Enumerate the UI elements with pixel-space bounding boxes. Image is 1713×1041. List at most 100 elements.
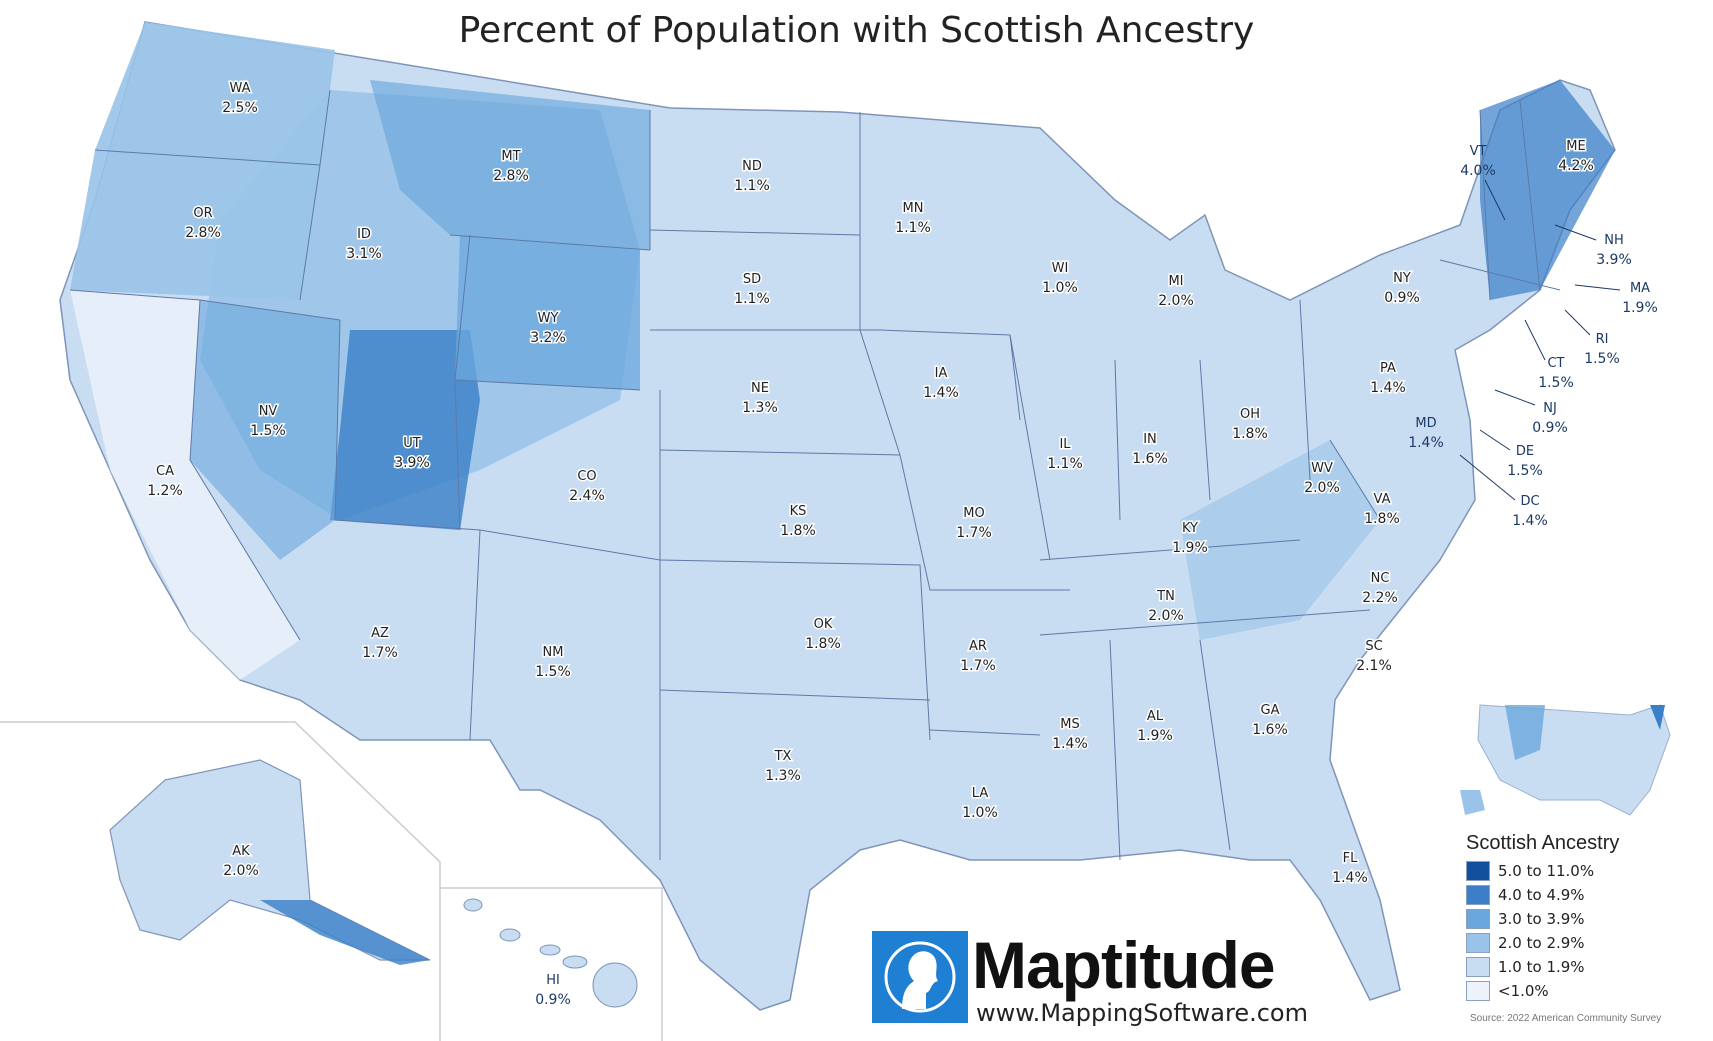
state-label-fl: FL 1.4% [1331, 850, 1370, 888]
svg-text:1.8%: 1.8% [780, 523, 816, 539]
wyoming-region [455, 235, 640, 390]
state-label-tx: TX 1.3% [764, 748, 803, 786]
svg-text:CA: CA [156, 464, 174, 479]
svg-text:RI: RI [1596, 332, 1609, 347]
state-label-hi: HI 0.9% [535, 973, 571, 1008]
svg-text:NV: NV [259, 404, 278, 419]
svg-text:1.1%: 1.1% [1047, 456, 1083, 472]
utah-region [330, 330, 480, 530]
svg-text:1.1%: 1.1% [895, 220, 931, 236]
state-label-nh: NH 3.9% [1554, 224, 1632, 268]
state-label-mt: MT 2.8% [492, 148, 531, 186]
svg-text:UT: UT [403, 436, 421, 451]
svg-text:1.9%: 1.9% [1622, 300, 1658, 316]
svg-text:GA: GA [1261, 703, 1280, 718]
state-label-nj: NJ 0.9% [1494, 389, 1568, 436]
state-label-dc: DC 1.4% [1459, 454, 1548, 529]
svg-text:2.0%: 2.0% [1304, 480, 1340, 496]
svg-text:FL: FL [1343, 851, 1358, 866]
svg-text:1.5%: 1.5% [535, 664, 571, 680]
svg-text:1.4%: 1.4% [1512, 513, 1548, 529]
svg-text:1.3%: 1.3% [742, 400, 778, 416]
legend-swatch [1466, 885, 1490, 905]
svg-text:1.5%: 1.5% [250, 423, 286, 439]
state-label-pa: PA 1.4% [1369, 360, 1408, 398]
svg-text:1.4%: 1.4% [923, 385, 959, 401]
svg-text:AZ: AZ [371, 626, 389, 641]
alaska-coast-dark [260, 900, 430, 965]
svg-text:NJ: NJ [1543, 401, 1557, 416]
legend-title: Scottish Ancestry [1466, 832, 1620, 854]
svg-text:3.1%: 3.1% [346, 246, 382, 262]
svg-text:1.4%: 1.4% [1052, 736, 1088, 752]
brand-url[interactable]: www.MappingSoftware.com [976, 999, 1308, 1027]
svg-text:1.7%: 1.7% [362, 645, 398, 661]
svg-text:4.0%: 4.0% [1460, 163, 1496, 179]
state-label-ok: OK 1.8% [804, 616, 843, 654]
svg-text:OR: OR [193, 206, 212, 221]
state-label-de: DE 1.5% [1479, 429, 1543, 479]
state-label-mi: MI 2.0% [1157, 273, 1196, 311]
svg-text:WA: WA [229, 81, 250, 96]
state-label-ut: UT 3.9% [393, 435, 432, 473]
map-title: Percent of Population with Scottish Ance… [458, 10, 1255, 51]
svg-text:1.1%: 1.1% [734, 178, 770, 194]
state-label-va: VA 1.8% [1363, 491, 1402, 529]
svg-text:1.1%: 1.1% [734, 291, 770, 307]
svg-text:KY: KY [1182, 521, 1198, 536]
state-label-id: ID 3.1% [345, 226, 384, 264]
svg-text:CO: CO [577, 469, 596, 484]
state-label-al: AL 1.9% [1136, 708, 1175, 746]
svg-text:1.2%: 1.2% [147, 483, 183, 499]
legend-label: 2.0 to 2.9% [1498, 934, 1585, 952]
svg-text:AR: AR [969, 639, 987, 654]
svg-text:1.6%: 1.6% [1132, 451, 1168, 467]
state-label-wv: WV 2.0% [1303, 460, 1342, 498]
svg-text:MA: MA [1630, 281, 1650, 296]
source-note: Source: 2022 American Community Survey [1470, 1013, 1662, 1024]
state-label-oh: OH 1.8% [1231, 406, 1270, 444]
svg-text:0.9%: 0.9% [1384, 290, 1420, 306]
svg-text:CT: CT [1547, 356, 1564, 371]
svg-text:VT: VT [1470, 144, 1487, 159]
state-label-ar: AR 1.7% [959, 638, 998, 676]
svg-text:AK: AK [232, 844, 250, 859]
svg-text:ME: ME [1566, 139, 1585, 154]
legend-swatch [1466, 861, 1490, 881]
svg-text:AL: AL [1147, 709, 1164, 724]
state-label-wy: WY 3.2% [529, 310, 568, 348]
legend-label: 4.0 to 4.9% [1498, 886, 1585, 904]
brand-name: Maptitude [972, 928, 1276, 1002]
state-borders [69, 89, 1561, 861]
legend-item: 3.0 to 3.9% [1466, 907, 1686, 931]
legend-swatch [1466, 957, 1490, 977]
state-label-ny: NY 0.9% [1383, 270, 1422, 308]
state-label-ky: KY 1.9% [1171, 520, 1210, 558]
legend-swatch [1466, 909, 1490, 929]
state-label-in: IN 1.6% [1131, 431, 1170, 469]
svg-text:1.5%: 1.5% [1538, 375, 1574, 391]
new-england-region [1480, 80, 1615, 300]
state-labels: WA 2.5% OR 2.8% CA 1.2% NV 1.5% ID 3.1% MT 2.8… [146, 80, 1658, 1009]
svg-text:MO: MO [963, 506, 984, 521]
state-label-wa: WA 2.5% [221, 80, 260, 118]
state-label-ne: NE 1.3% [741, 380, 780, 418]
svg-text:HI: HI [546, 973, 560, 988]
hawaii-inset-frame [440, 887, 663, 1041]
svg-text:2.4%: 2.4% [569, 488, 605, 504]
washington-region [95, 22, 335, 165]
state-label-ks: KS 1.8% [779, 503, 818, 541]
svg-text:MD: MD [1415, 416, 1436, 431]
legend-item: 2.0 to 2.9% [1466, 931, 1686, 955]
svg-text:SC: SC [1365, 639, 1382, 654]
svg-text:1.0%: 1.0% [962, 805, 998, 821]
state-label-il: IL 1.1% [1046, 436, 1085, 474]
montana-region [370, 80, 650, 250]
svg-text:0.9%: 0.9% [1532, 420, 1568, 436]
svg-text:1.7%: 1.7% [956, 525, 992, 541]
state-label-mo: MO 1.7% [955, 505, 994, 543]
svg-text:2.0%: 2.0% [1148, 608, 1184, 624]
svg-text:MT: MT [501, 149, 520, 164]
alaska-shape [109, 759, 431, 961]
